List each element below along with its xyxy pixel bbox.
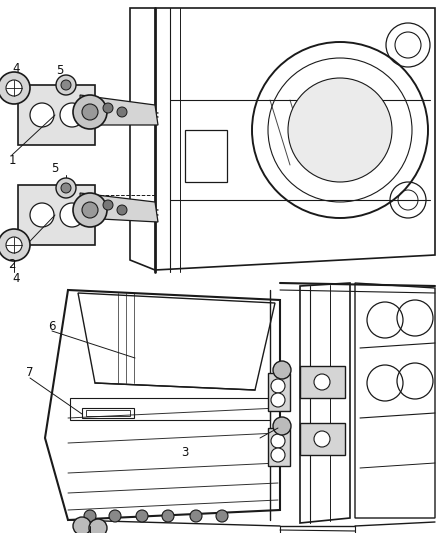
Circle shape — [6, 237, 22, 253]
Circle shape — [56, 75, 76, 95]
Circle shape — [82, 202, 98, 218]
Bar — [300, 366, 345, 398]
Circle shape — [60, 103, 84, 127]
Circle shape — [314, 431, 330, 447]
Circle shape — [314, 374, 330, 390]
Circle shape — [109, 510, 121, 522]
Circle shape — [0, 229, 30, 261]
Polygon shape — [80, 193, 158, 222]
Bar — [70, 398, 270, 420]
Text: 5: 5 — [57, 63, 64, 77]
Circle shape — [162, 510, 174, 522]
Circle shape — [82, 104, 98, 120]
Circle shape — [61, 80, 71, 90]
Text: 6: 6 — [48, 319, 56, 333]
Bar — [268, 373, 290, 411]
Text: 3: 3 — [181, 447, 189, 459]
Polygon shape — [80, 95, 158, 125]
Circle shape — [117, 107, 127, 117]
Circle shape — [73, 517, 91, 533]
Circle shape — [84, 510, 96, 522]
Bar — [86, 410, 130, 416]
Text: 2: 2 — [8, 259, 16, 271]
Bar — [268, 428, 290, 466]
Circle shape — [288, 78, 392, 182]
Polygon shape — [18, 85, 95, 145]
Circle shape — [103, 200, 113, 210]
Text: 5: 5 — [51, 161, 59, 174]
Text: 7: 7 — [26, 367, 34, 379]
Circle shape — [271, 434, 285, 448]
Text: 1: 1 — [8, 154, 16, 166]
Circle shape — [273, 361, 291, 379]
Circle shape — [216, 510, 228, 522]
Circle shape — [61, 183, 71, 193]
Bar — [300, 423, 345, 455]
Bar — [185, 130, 227, 182]
Circle shape — [30, 103, 54, 127]
Circle shape — [30, 203, 54, 227]
Circle shape — [271, 448, 285, 462]
Circle shape — [103, 103, 113, 113]
Circle shape — [60, 203, 84, 227]
Circle shape — [271, 379, 285, 393]
Circle shape — [6, 80, 22, 96]
Polygon shape — [18, 185, 95, 245]
Circle shape — [73, 95, 107, 129]
Circle shape — [0, 72, 30, 104]
Circle shape — [89, 519, 107, 533]
Circle shape — [190, 510, 202, 522]
Circle shape — [117, 205, 127, 215]
Bar — [82, 408, 134, 418]
Circle shape — [56, 178, 76, 198]
Text: 4: 4 — [12, 61, 20, 75]
Circle shape — [73, 193, 107, 227]
Circle shape — [136, 510, 148, 522]
Circle shape — [273, 417, 291, 435]
Circle shape — [271, 393, 285, 407]
Text: 4: 4 — [12, 271, 20, 285]
